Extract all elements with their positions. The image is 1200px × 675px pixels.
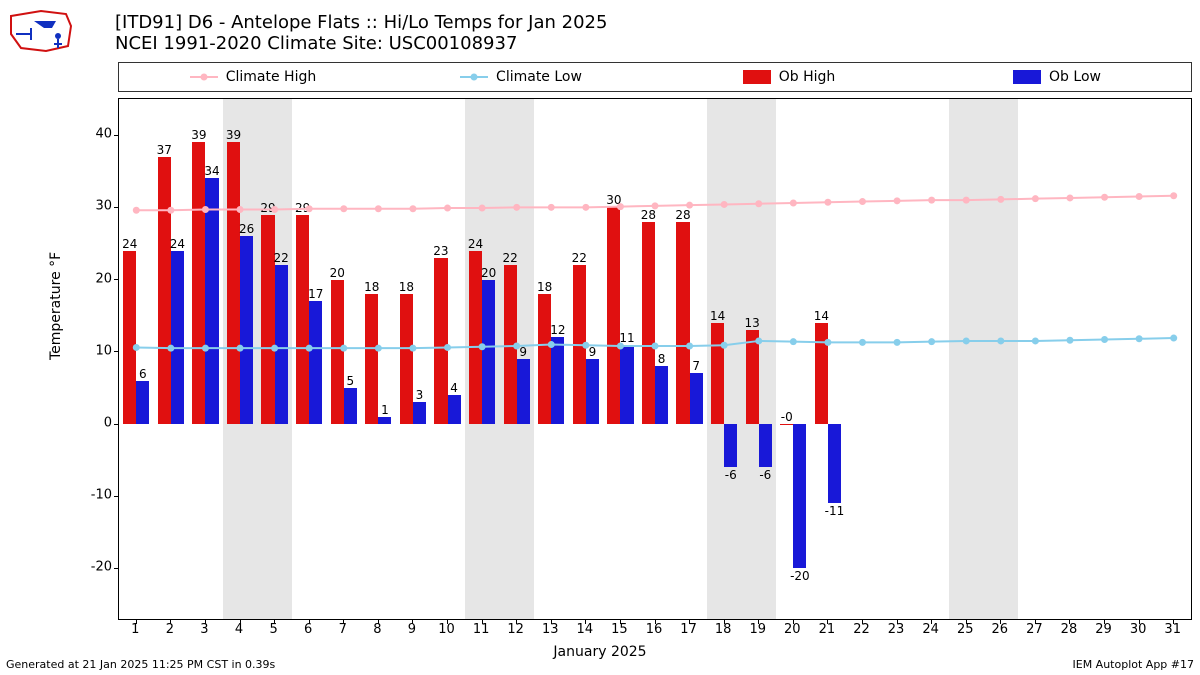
x-tick-label: 27 — [1026, 622, 1043, 637]
legend-label: Climate Low — [496, 69, 582, 85]
chart-title: [ITD91] D6 - Antelope Flats :: Hi/Lo Tem… — [115, 12, 607, 54]
chart-page: [ITD91] D6 - Antelope Flats :: Hi/Lo Tem… — [0, 0, 1200, 675]
x-tick-label: 1 — [131, 622, 139, 637]
legend-label: Ob Low — [1049, 69, 1101, 85]
legend: Climate High Climate Low Ob High Ob Low — [118, 62, 1192, 92]
footer-app: IEM Autoplot App #17 — [1073, 658, 1195, 671]
legend-swatch-climate-low — [460, 76, 488, 78]
footer-generated: Generated at 21 Jan 2025 11:25 PM CST in… — [6, 658, 275, 671]
x-tick-label: 19 — [749, 622, 766, 637]
x-tick-label: 18 — [715, 622, 732, 637]
x-tick-label: 13 — [542, 622, 559, 637]
x-tick-label: 25 — [957, 622, 974, 637]
climate-low-line — [119, 99, 1191, 619]
x-tick-label: 20 — [784, 622, 801, 637]
x-tick-label: 2 — [166, 622, 174, 637]
x-tick-label: 14 — [577, 622, 594, 637]
iem-logo — [6, 6, 76, 56]
x-tick-label: 12 — [507, 622, 524, 637]
x-tick-label: 31 — [1164, 622, 1181, 637]
legend-ob-high: Ob High — [655, 69, 923, 85]
y-tick-label: -20 — [72, 560, 112, 575]
x-tick-label: 28 — [1061, 622, 1078, 637]
x-tick-label: 21 — [819, 622, 836, 637]
y-tick-label: 10 — [72, 343, 112, 358]
x-tick-label: 22 — [853, 622, 870, 637]
x-tick-label: 10 — [438, 622, 455, 637]
legend-climate-high: Climate High — [119, 69, 387, 85]
y-tick-label: -10 — [72, 488, 112, 503]
x-tick-label: 8 — [373, 622, 381, 637]
x-tick-label: 5 — [269, 622, 277, 637]
x-tick-label: 29 — [1095, 622, 1112, 637]
y-tick-label: 40 — [72, 127, 112, 142]
x-tick-label: 15 — [611, 622, 628, 637]
title-line-1: [ITD91] D6 - Antelope Flats :: Hi/Lo Tem… — [115, 12, 607, 33]
x-tick-label: 23 — [888, 622, 905, 637]
y-axis-label: Temperature °F — [48, 252, 64, 360]
x-tick-label: 24 — [922, 622, 939, 637]
x-tick-label: 7 — [339, 622, 347, 637]
x-tick-label: 11 — [473, 622, 490, 637]
legend-label: Climate High — [226, 69, 317, 85]
legend-swatch-ob-high — [743, 70, 771, 84]
y-tick-label: 0 — [72, 416, 112, 431]
x-tick-label: 26 — [992, 622, 1009, 637]
y-tick-label: 20 — [72, 271, 112, 286]
x-tick-label: 16 — [646, 622, 663, 637]
x-tick-label: 3 — [200, 622, 208, 637]
x-tick-label: 30 — [1130, 622, 1147, 637]
legend-label: Ob High — [779, 69, 836, 85]
legend-ob-low: Ob Low — [923, 69, 1191, 85]
x-tick-label: 17 — [680, 622, 697, 637]
y-tick-label: 30 — [72, 199, 112, 214]
title-line-2: NCEI 1991-2020 Climate Site: USC00108937 — [115, 33, 607, 54]
legend-swatch-climate-high — [190, 76, 218, 78]
x-tick-label: 4 — [235, 622, 243, 637]
legend-climate-low: Climate Low — [387, 69, 655, 85]
x-tick-label: 6 — [304, 622, 312, 637]
legend-swatch-ob-low — [1013, 70, 1041, 84]
plot-area: 24373939292920181823242218223028281413-0… — [118, 98, 1192, 620]
x-tick-label: 9 — [408, 622, 416, 637]
